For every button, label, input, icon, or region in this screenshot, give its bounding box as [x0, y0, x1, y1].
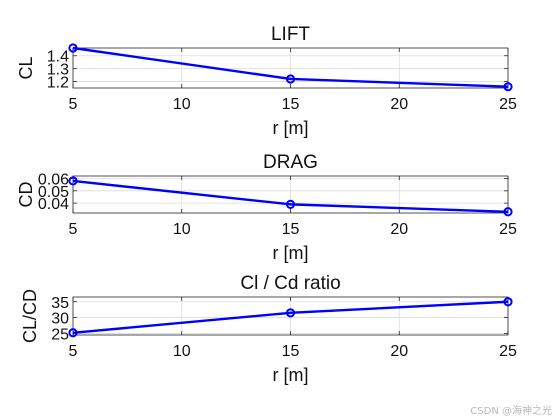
x-tick-label: 20: [390, 221, 408, 238]
x-tick-label: 15: [282, 221, 300, 238]
y-axis-label: CL: [16, 56, 36, 79]
data-point-marker: [68, 43, 78, 53]
data-point-marker: [68, 328, 78, 338]
y-axis-label: CD: [16, 182, 36, 208]
data-point-marker: [68, 176, 78, 186]
x-axis-label: r [m]: [273, 365, 309, 385]
x-tick-label: 15: [282, 96, 300, 113]
x-tick-label: 25: [499, 221, 517, 238]
data-point-marker: [503, 82, 513, 92]
x-axis-label: r [m]: [273, 243, 309, 263]
y-tick-label: 35: [51, 295, 69, 312]
x-tick-label: 20: [390, 96, 408, 113]
y-tick-label: 30: [51, 311, 69, 328]
data-point-marker: [503, 207, 513, 217]
x-tick-label: 10: [173, 96, 191, 113]
y-tick-label: 0.04: [38, 196, 69, 213]
x-tick-label: 20: [390, 343, 408, 360]
x-tick-label: 5: [69, 343, 78, 360]
subplot-title: Cl / Cd ratio: [240, 273, 340, 294]
x-tick-label: 25: [499, 96, 517, 113]
series-line: [72, 46, 509, 88]
subplot-1: 5 10 15 20 25 1.21.31.4 LIFT r [m] CL: [16, 24, 517, 138]
data-point-marker: [285, 74, 296, 84]
x-tick-label: 25: [499, 343, 517, 360]
subplot-2: 5 10 15 20 25 0.040.050.06 DRAG r [m] CD: [16, 152, 517, 263]
data-point-marker: [285, 199, 296, 209]
y-tick-label: 0.06: [38, 171, 69, 188]
watermark: CSDN @海神之光: [470, 406, 552, 417]
x-tick-label: 5: [69, 221, 78, 238]
data-point-marker: [503, 297, 513, 307]
y-tick-label: 1.2: [47, 75, 69, 92]
series-line: [72, 300, 509, 334]
subplot-title: LIFT: [271, 24, 310, 45]
y-tick-label: 25: [51, 326, 69, 343]
subplot-title: DRAG: [263, 152, 318, 173]
y-tick-label: 0.05: [38, 184, 69, 201]
y-tick-label: 1.4: [47, 49, 69, 66]
y-tick-label: 1.3: [47, 62, 69, 79]
series-line: [72, 179, 509, 213]
x-tick-label: 15: [282, 343, 300, 360]
x-axis-label: r [m]: [273, 118, 309, 138]
x-tick-label: 10: [173, 343, 191, 360]
data-point-marker: [285, 308, 296, 318]
y-axis-label: CL/CD: [20, 289, 40, 343]
x-tick-label: 10: [173, 221, 191, 238]
x-tick-label: 5: [69, 96, 78, 113]
